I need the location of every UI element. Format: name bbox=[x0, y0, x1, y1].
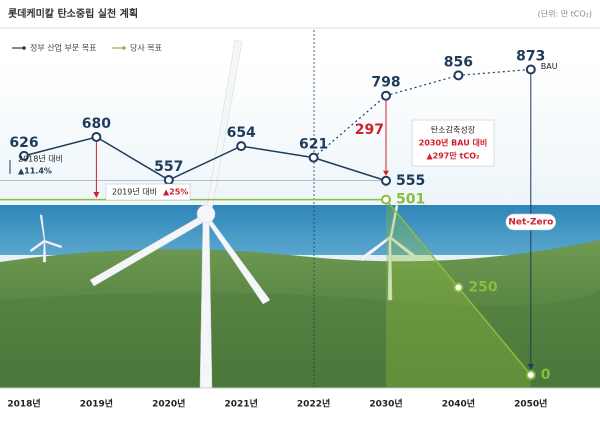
value-label: 250 bbox=[468, 280, 497, 296]
point bbox=[525, 370, 536, 380]
annotation: ▲25% bbox=[163, 188, 188, 197]
annotation: 탄소감축성장 bbox=[431, 125, 476, 135]
background-photo bbox=[0, 39, 600, 389]
value-label: 654 bbox=[227, 125, 256, 141]
target-area bbox=[386, 199, 531, 388]
legend-dot bbox=[22, 46, 26, 50]
series-line bbox=[23, 136, 387, 182]
point bbox=[453, 70, 464, 81]
annotation: 2018년 대비 bbox=[18, 153, 63, 163]
annotation: Net-Zero bbox=[508, 218, 553, 228]
x-tick-label: 2020년 bbox=[152, 398, 185, 410]
x-tick-label: 2021년 bbox=[225, 398, 258, 410]
value-label: 501 bbox=[396, 192, 425, 208]
annotation: ▲297만 tCO₂ bbox=[427, 151, 480, 161]
value-label: 621 bbox=[299, 137, 328, 153]
point bbox=[236, 141, 247, 152]
point bbox=[308, 152, 319, 163]
point bbox=[163, 175, 174, 186]
point bbox=[525, 64, 536, 75]
point bbox=[91, 132, 102, 142]
x-tick-label: 2018년 bbox=[7, 398, 40, 410]
arrow-head bbox=[93, 192, 100, 198]
series-line bbox=[313, 68, 531, 159]
point bbox=[381, 175, 391, 186]
value-label: 0 bbox=[541, 367, 551, 383]
annotation-box bbox=[105, 183, 191, 201]
value-label: 856 bbox=[444, 54, 473, 70]
legend-label: 당사 목표 bbox=[130, 43, 162, 53]
series-name: BAU bbox=[541, 62, 558, 71]
annotation-box bbox=[411, 119, 495, 167]
chart-title: 롯데케미칼 탄소중립 실천 계획 bbox=[8, 7, 138, 20]
value-label: 555 bbox=[396, 173, 425, 189]
value-label: 680 bbox=[82, 116, 111, 132]
unit-label: (단위: 만 tCO₂) bbox=[538, 9, 592, 19]
annotation: 2030년 BAU 대비 bbox=[419, 138, 487, 148]
arrow-head bbox=[527, 364, 534, 370]
x-tick-label: 2022년 bbox=[297, 398, 330, 410]
x-tick-label: 2019년 bbox=[80, 398, 113, 410]
annotation-pill bbox=[505, 213, 557, 231]
value-label: 873 bbox=[516, 48, 545, 64]
point bbox=[453, 282, 464, 293]
annotation: ▲11.4% bbox=[18, 166, 52, 175]
value-label: 626 bbox=[9, 135, 38, 151]
x-tick-label: 2030년 bbox=[369, 398, 402, 410]
point bbox=[381, 194, 391, 205]
arrow-head bbox=[383, 170, 389, 176]
annotation: 2019년 대비 bbox=[112, 187, 157, 197]
value-label: 557 bbox=[154, 159, 183, 175]
value-label: 798 bbox=[371, 75, 400, 91]
annotation: 297 bbox=[355, 122, 384, 138]
point bbox=[19, 150, 29, 161]
x-tick-label: 2050년 bbox=[514, 398, 547, 410]
legend-label: 정부 산업 부문 목표 bbox=[30, 43, 97, 53]
point bbox=[381, 90, 391, 101]
legend-dot bbox=[122, 46, 126, 50]
x-tick-label: 2040년 bbox=[442, 398, 475, 410]
